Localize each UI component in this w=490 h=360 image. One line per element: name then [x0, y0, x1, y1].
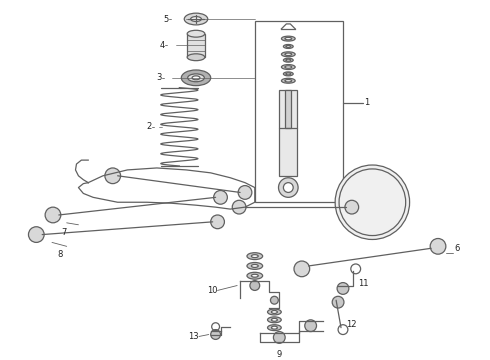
- Text: 9: 9: [277, 350, 282, 359]
- Ellipse shape: [283, 58, 293, 62]
- Ellipse shape: [192, 76, 200, 80]
- Ellipse shape: [191, 17, 201, 22]
- Circle shape: [211, 330, 220, 339]
- Circle shape: [105, 168, 121, 184]
- Text: 10: 10: [207, 286, 218, 295]
- Circle shape: [337, 283, 349, 294]
- Ellipse shape: [251, 265, 258, 267]
- Ellipse shape: [271, 318, 277, 321]
- Text: 6: 6: [455, 244, 460, 253]
- Ellipse shape: [285, 53, 292, 55]
- Circle shape: [430, 238, 446, 254]
- Text: 4: 4: [159, 41, 165, 50]
- Ellipse shape: [285, 80, 292, 82]
- Circle shape: [335, 165, 410, 239]
- Circle shape: [294, 261, 310, 277]
- Ellipse shape: [268, 317, 281, 323]
- Ellipse shape: [184, 13, 208, 25]
- Bar: [285, 90, 291, 129]
- Ellipse shape: [247, 262, 263, 269]
- Circle shape: [211, 215, 224, 229]
- Ellipse shape: [283, 72, 293, 76]
- Circle shape: [232, 200, 246, 214]
- Text: 3: 3: [156, 73, 162, 82]
- Circle shape: [283, 183, 293, 193]
- Text: 1: 1: [365, 98, 370, 107]
- Ellipse shape: [251, 274, 258, 277]
- Ellipse shape: [286, 73, 291, 75]
- Circle shape: [345, 200, 359, 214]
- Ellipse shape: [283, 45, 293, 48]
- Circle shape: [214, 190, 227, 204]
- Ellipse shape: [271, 311, 277, 314]
- Ellipse shape: [251, 255, 258, 258]
- Ellipse shape: [268, 309, 281, 315]
- Circle shape: [45, 207, 61, 223]
- Circle shape: [238, 186, 252, 199]
- Text: 2: 2: [147, 122, 152, 131]
- Ellipse shape: [271, 326, 277, 329]
- Ellipse shape: [247, 253, 263, 260]
- Circle shape: [305, 320, 317, 332]
- Ellipse shape: [281, 78, 295, 83]
- Ellipse shape: [187, 54, 205, 61]
- Ellipse shape: [187, 30, 205, 37]
- Circle shape: [278, 178, 298, 197]
- Text: 13: 13: [188, 332, 199, 341]
- Circle shape: [270, 296, 278, 304]
- Ellipse shape: [281, 64, 295, 69]
- Ellipse shape: [181, 70, 211, 86]
- Ellipse shape: [268, 325, 281, 330]
- Bar: [255, 21, 343, 202]
- Ellipse shape: [247, 272, 263, 279]
- Text: 8: 8: [57, 250, 63, 259]
- Ellipse shape: [281, 52, 295, 57]
- Bar: [187, 34, 205, 57]
- Ellipse shape: [286, 45, 291, 48]
- Text: 11: 11: [358, 279, 368, 288]
- Ellipse shape: [188, 74, 204, 82]
- Circle shape: [28, 227, 44, 242]
- Text: 12: 12: [346, 320, 356, 329]
- Ellipse shape: [281, 36, 295, 41]
- Circle shape: [332, 296, 344, 308]
- Ellipse shape: [286, 59, 291, 61]
- Text: 7: 7: [61, 228, 66, 237]
- Ellipse shape: [285, 66, 292, 68]
- Circle shape: [273, 332, 285, 343]
- Ellipse shape: [285, 37, 292, 40]
- Circle shape: [250, 281, 260, 291]
- Text: 5: 5: [163, 14, 169, 23]
- Bar: [279, 90, 297, 176]
